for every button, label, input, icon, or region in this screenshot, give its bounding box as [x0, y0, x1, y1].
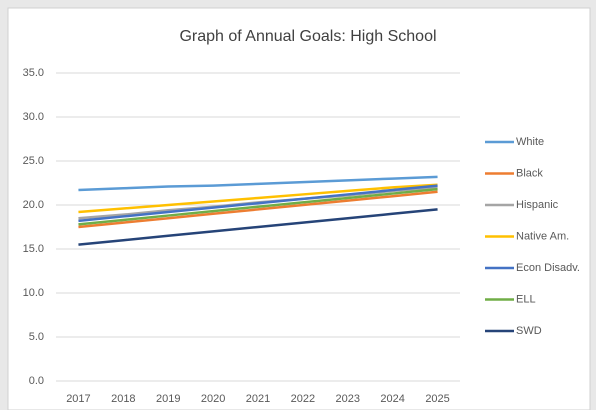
- chart-area: [7, 7, 591, 410]
- x-tick-label: 2023: [336, 393, 360, 405]
- legend-label: SWD: [516, 325, 542, 337]
- x-tick-label: 2019: [156, 393, 180, 405]
- legend-label: Black: [516, 167, 543, 179]
- y-tick-label: 35.0: [23, 67, 44, 79]
- x-tick-label: 2024: [380, 393, 404, 405]
- y-tick-label: 30.0: [23, 111, 44, 123]
- series-line: [78, 175, 438, 192]
- x-tick-label: 2022: [291, 393, 315, 405]
- x-tick-label: 2017: [66, 393, 90, 405]
- chart-title: Graph of Annual Goals: High School: [179, 28, 436, 45]
- y-tick-label: 5.0: [29, 331, 44, 343]
- series-line: [78, 183, 438, 214]
- x-tick-label: 2021: [246, 393, 270, 405]
- legend-label: Hispanic: [516, 199, 559, 211]
- series-line: [78, 184, 438, 223]
- x-tick-label: 2018: [111, 393, 135, 405]
- x-tick-label: 2020: [201, 393, 225, 405]
- y-tick-label: 20.0: [23, 199, 44, 211]
- y-tick-label: 0.0: [29, 375, 44, 387]
- y-tick-label: 10.0: [23, 287, 44, 299]
- y-tick-label: 15.0: [23, 243, 44, 255]
- legend-label: Econ Disadv.: [516, 262, 580, 274]
- legend-label: ELL: [516, 293, 536, 305]
- series-line: [78, 190, 438, 229]
- legend-label: Native Am.: [516, 230, 569, 242]
- series-line: [78, 187, 438, 226]
- x-tick-label: 2025: [425, 393, 449, 405]
- legend-label: White: [516, 136, 544, 148]
- y-tick-label: 25.0: [23, 155, 44, 167]
- series-line: [78, 208, 438, 246]
